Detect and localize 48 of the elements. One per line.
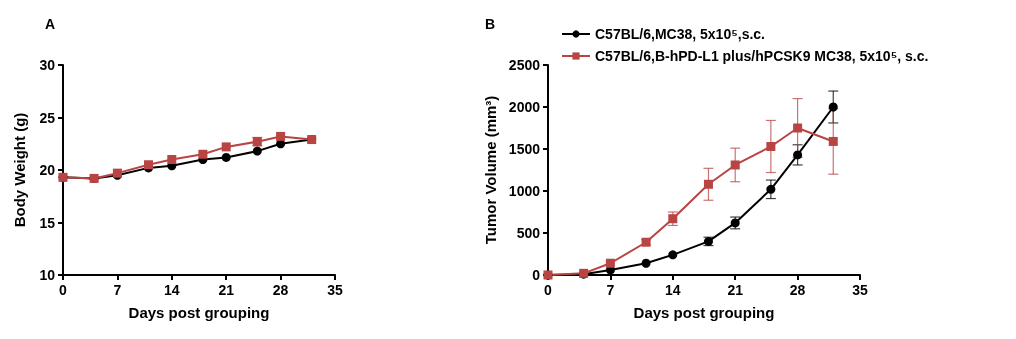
point: [730, 160, 740, 170]
y-tick-label: 500: [516, 225, 541, 241]
x-tick-label: 21: [218, 282, 235, 298]
y-tick-label: 1000: [508, 183, 541, 199]
x-tick-label: 7: [606, 282, 615, 298]
point: [766, 184, 776, 194]
x-tick-label: 28: [272, 282, 289, 298]
x-tick-label: 0: [544, 282, 553, 298]
legend-label: C57BL/6,MC38, 5x10⁵,s.c.: [595, 26, 765, 42]
x-tick-label: 7: [113, 282, 122, 298]
x-axis-title: Days post grouping: [633, 304, 775, 321]
y-tick-label: 1500: [508, 141, 541, 157]
point: [828, 136, 838, 146]
x-tick-label: 0: [59, 282, 68, 298]
y-tick-label: 30: [39, 57, 56, 73]
legend-label: C57BL/6,B-hPD-L1 plus/hPCSK9 MC38, 5x10⁵, s.c.: [595, 48, 929, 64]
point: [828, 102, 838, 112]
point: [167, 155, 177, 164]
point: [641, 258, 651, 268]
y-axis-title: Tumor Volume (mm³): [481, 95, 499, 245]
chart-title: A: [45, 16, 56, 32]
point: [276, 131, 286, 141]
y-tick-label: 2000: [508, 99, 541, 115]
y-tick-label: 20: [39, 162, 56, 178]
point: [221, 142, 231, 152]
y-tick-label: 25: [39, 109, 56, 126]
point: [793, 123, 803, 133]
point: [668, 250, 678, 260]
point: [198, 149, 208, 159]
x-tick-label: 35: [327, 282, 343, 298]
y-tick-label: 15: [39, 214, 56, 231]
x-tick-label: 14: [164, 282, 180, 298]
point: [766, 141, 776, 151]
y-tick-label: 0: [532, 267, 541, 283]
chart-title: B: [485, 16, 496, 32]
y-axis-title: Body Weight (g): [11, 112, 28, 228]
point: [221, 152, 231, 162]
x-axis-title: Days post grouping: [128, 304, 270, 321]
point: [793, 150, 803, 160]
x-tick-label: 28: [789, 282, 806, 298]
point: [605, 258, 615, 268]
x-tick-label: 21: [727, 282, 744, 298]
y-tick-label: 2500: [508, 57, 541, 73]
point: [703, 179, 713, 189]
x-tick-label: 14: [665, 282, 681, 298]
y-tick-label: 10: [39, 267, 56, 283]
point: [252, 146, 262, 156]
x-tick-label: 35: [852, 282, 868, 298]
